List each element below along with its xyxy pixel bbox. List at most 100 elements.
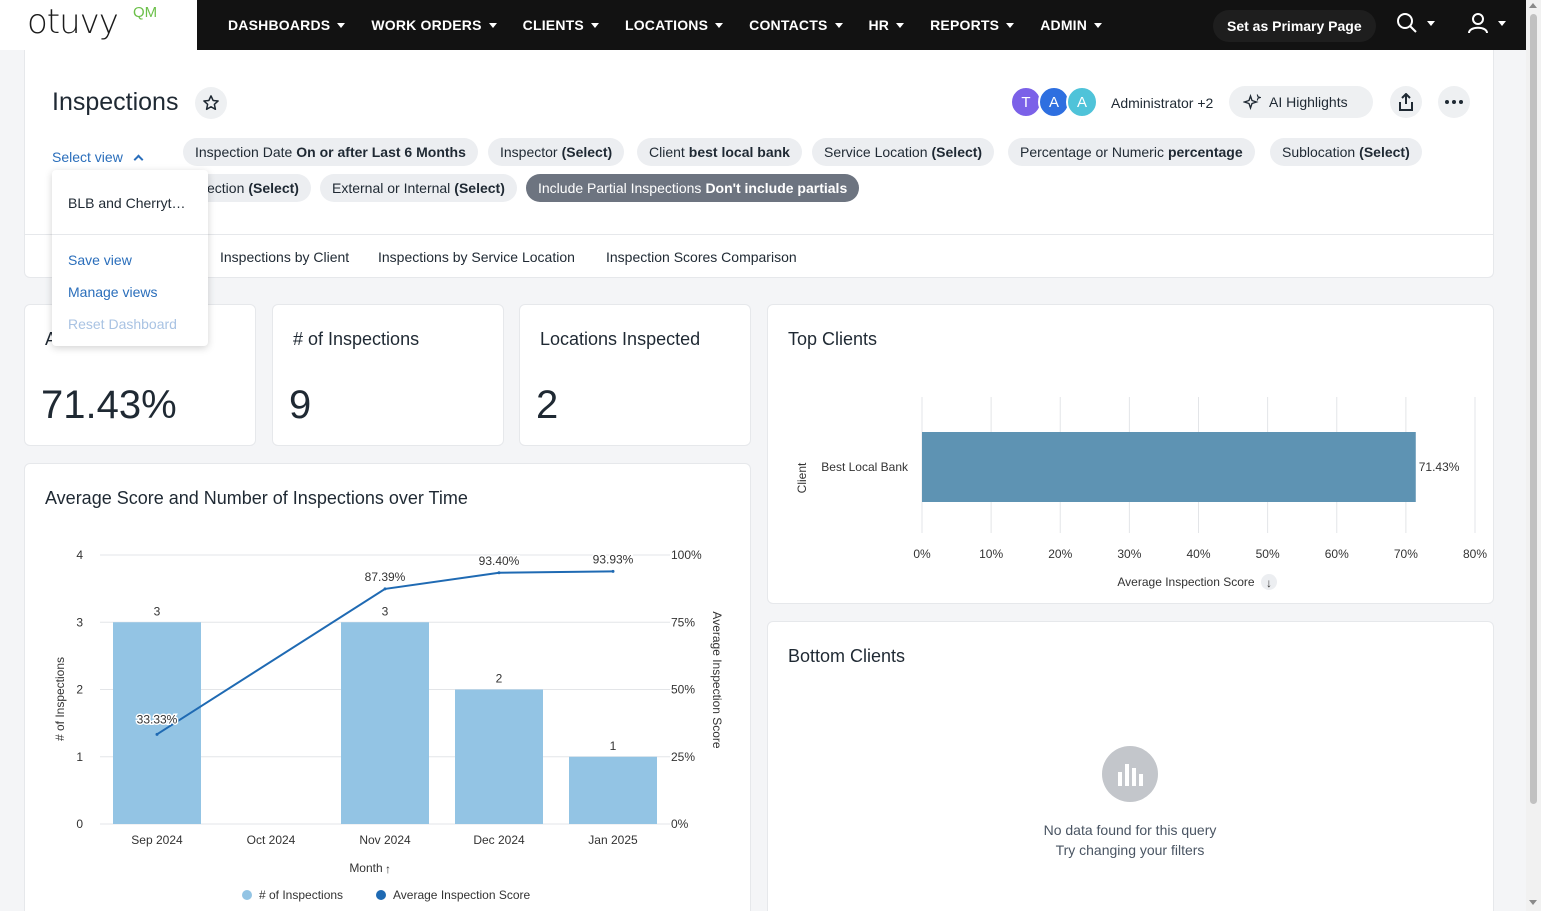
x-tick-label: Nov 2024 bbox=[359, 833, 411, 847]
chevron-down-icon bbox=[1006, 22, 1015, 28]
manage-views-item[interactable]: Manage views bbox=[68, 284, 158, 300]
tabs-divider bbox=[24, 234, 1494, 235]
filter-percentage-or-numeric[interactable]: Percentage or Numeric percentage bbox=[1008, 138, 1255, 166]
y-tick-label: 1 bbox=[76, 750, 83, 764]
top-clients-chart: 0% 10% 20% 30% 40% 50% 60% 70% 80% 71.43% Best Loc… bbox=[795, 397, 1487, 590]
x-tick-label: Dec 2024 bbox=[473, 833, 525, 847]
bar-chart-icon bbox=[1102, 746, 1158, 802]
saved-view-item[interactable]: BLB and Cherryt… bbox=[68, 195, 186, 211]
filter-inspection-date[interactable]: Inspection Date On or after Last 6 Months bbox=[183, 138, 478, 166]
sort-arrow-icon: ↓ bbox=[1266, 576, 1272, 590]
star-icon bbox=[203, 95, 219, 111]
y2-tick-label: 25% bbox=[671, 750, 695, 764]
share-icon bbox=[1399, 93, 1413, 111]
card-title: Top Clients bbox=[788, 329, 878, 349]
line-value-label: 33.33% bbox=[137, 712, 178, 726]
tab-inspections-by-service-location[interactable]: Inspections by Service Location bbox=[378, 249, 575, 265]
y2-axis-title: Average Inspection Score bbox=[710, 611, 724, 749]
score-over-time-chart: 0 1 2 3 4 0% 25% 50% 75% 100% 3 3 2 1 33.33% 87.39% 93.4… bbox=[53, 548, 724, 902]
x-tick-label: 70% bbox=[1394, 547, 1418, 561]
ai-highlights-label: AI Highlights bbox=[1269, 94, 1348, 110]
scroll-down-icon[interactable] bbox=[1529, 900, 1537, 905]
more-options-button[interactable] bbox=[1438, 86, 1470, 118]
kpi-value: 71.43% bbox=[41, 383, 177, 427]
main-nav: DASHBOARDS WORK ORDERS CLIENTS LOCATIONS… bbox=[215, 0, 1115, 50]
top-clients-card: Top Clients 0% 10% 20% 30% 40% 50% 60% 70% 80% 71… bbox=[767, 304, 1494, 604]
page-title: Inspections bbox=[52, 88, 179, 116]
nav-admin[interactable]: ADMIN bbox=[1040, 17, 1103, 33]
nav-work-orders[interactable]: WORK ORDERS bbox=[371, 17, 497, 33]
scroll-up-icon[interactable] bbox=[1529, 3, 1537, 8]
line-value-label: 93.40% bbox=[479, 554, 520, 568]
favorite-button[interactable] bbox=[195, 87, 227, 119]
nav-locations[interactable]: LOCATIONS bbox=[625, 17, 724, 33]
filter-service-location[interactable]: Service Location (Select) bbox=[812, 138, 995, 166]
y2-tick-label: 100% bbox=[671, 548, 702, 562]
nav-contacts[interactable]: CONTACTS bbox=[749, 17, 843, 33]
x-axis-title: Month bbox=[349, 861, 382, 875]
kpi-value: 9 bbox=[289, 383, 312, 427]
x-tick-label: 80% bbox=[1463, 547, 1487, 561]
y-tick-label: 3 bbox=[76, 615, 83, 629]
filter-client[interactable]: Client best local bank bbox=[637, 138, 802, 166]
kpi-title: # of Inspections bbox=[293, 329, 420, 349]
filter-include-partial[interactable]: Include Partial Inspections Don't include… bbox=[526, 174, 860, 202]
kpi-locations-card: Locations Inspected 2 bbox=[519, 304, 751, 446]
save-view-item[interactable]: Save view bbox=[68, 252, 132, 268]
viewer-avatars[interactable]: T A A bbox=[1010, 86, 1098, 118]
nav-clients[interactable]: CLIENTS bbox=[523, 17, 599, 33]
y2-tick-label: 75% bbox=[671, 615, 695, 629]
chevron-down-icon bbox=[715, 22, 724, 28]
filter-external-or-internal[interactable]: External or Internal (Select) bbox=[320, 174, 517, 202]
empty-state-hint: Try changing your filters bbox=[1055, 842, 1205, 858]
ai-highlights-button[interactable]: AI Highlights bbox=[1229, 86, 1373, 118]
bar bbox=[113, 622, 201, 824]
chevron-down-icon bbox=[834, 22, 843, 28]
y2-tick-label: 0% bbox=[671, 817, 689, 831]
logo-suffix: QM bbox=[133, 4, 158, 21]
x-tick-label: 60% bbox=[1325, 547, 1349, 561]
share-button[interactable] bbox=[1390, 86, 1422, 118]
avatar: A bbox=[1066, 86, 1098, 118]
avatar: T bbox=[1010, 86, 1042, 118]
y-tick-label: 0 bbox=[76, 817, 83, 831]
line-point bbox=[497, 571, 501, 575]
kpi-title: Locations Inspected bbox=[540, 329, 701, 349]
chevron-down-icon bbox=[488, 22, 497, 28]
bar-value-label: 2 bbox=[496, 672, 503, 686]
x-axis-title: Average Inspection Score bbox=[1117, 575, 1255, 589]
y-tick-label: 4 bbox=[76, 548, 83, 562]
legend-label: Average Inspection Score bbox=[393, 888, 531, 902]
x-tick-label: Sep 2024 bbox=[131, 833, 183, 847]
tab-inspection-scores-comparison[interactable]: Inspection Scores Comparison bbox=[606, 249, 797, 265]
reset-dashboard-item[interactable]: Reset Dashboard bbox=[68, 316, 177, 332]
chevron-down-icon bbox=[590, 22, 599, 28]
select-view-toggle[interactable]: Select view bbox=[52, 149, 144, 165]
nav-reports[interactable]: REPORTS bbox=[930, 17, 1015, 33]
search-menu[interactable] bbox=[1396, 12, 1435, 34]
page-scrollbar[interactable] bbox=[1526, 0, 1541, 911]
user-menu[interactable] bbox=[1467, 12, 1506, 34]
legend-line-swatch bbox=[376, 890, 386, 900]
bar-value-label: 71.43% bbox=[1419, 460, 1460, 474]
select-view-label: Select view bbox=[52, 149, 123, 165]
line-point bbox=[383, 587, 387, 591]
filter-inspector[interactable]: Inspector (Select) bbox=[488, 138, 625, 166]
filter-sublocation[interactable]: Sublocation (Select) bbox=[1270, 138, 1422, 166]
bar-value-label: 3 bbox=[382, 604, 389, 618]
tab-inspections-by-client[interactable]: Inspections by Client bbox=[220, 249, 350, 265]
scroll-thumb[interactable] bbox=[1530, 14, 1537, 804]
x-tick-label: 30% bbox=[1117, 547, 1141, 561]
score-over-time-card: Average Score and Number of Inspections … bbox=[24, 463, 751, 911]
bar-value-label: 3 bbox=[154, 604, 161, 618]
legend-label: # of Inspections bbox=[259, 888, 343, 902]
logo[interactable]: otuvy QM bbox=[0, 0, 197, 50]
nav-dashboards[interactable]: DASHBOARDS bbox=[228, 17, 346, 33]
search-icon bbox=[1397, 13, 1417, 33]
chevron-up-icon bbox=[133, 154, 144, 164]
y2-tick-label: 50% bbox=[671, 683, 695, 697]
set-primary-page-button[interactable]: Set as Primary Page bbox=[1213, 10, 1376, 42]
logo-text: otuvy bbox=[27, 2, 119, 42]
x-tick-label: 20% bbox=[1048, 547, 1072, 561]
nav-hr[interactable]: HR bbox=[869, 17, 905, 33]
